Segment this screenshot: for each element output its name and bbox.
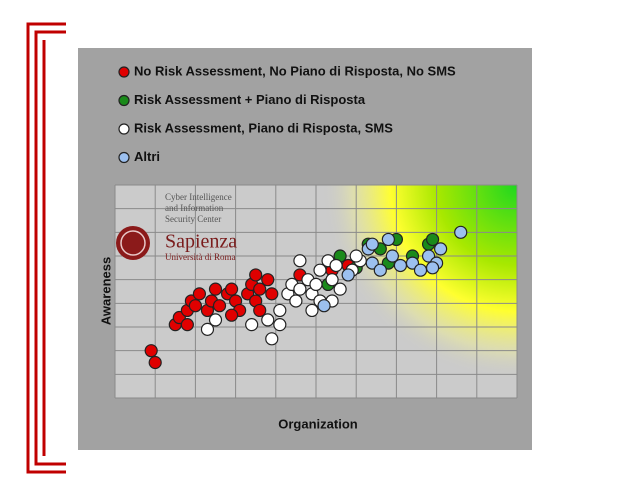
- decoration: [26, 22, 66, 474]
- point: [224, 308, 239, 322]
- point: [341, 268, 355, 282]
- point: [265, 332, 279, 346]
- point: [180, 318, 194, 332]
- point: [349, 249, 363, 263]
- point: [188, 299, 202, 313]
- point: [454, 225, 468, 239]
- legend-label: Risk Assessment + Piano di Risposta: [134, 92, 366, 107]
- logo: Cyber Intelligence and Information Secur…: [116, 192, 237, 262]
- point: [309, 277, 323, 291]
- point: [289, 294, 303, 308]
- point: [425, 261, 440, 275]
- point: [317, 299, 331, 313]
- logo-line: Security Center: [165, 214, 221, 224]
- legend-marker: [118, 123, 130, 135]
- point: [253, 303, 267, 318]
- point: [261, 313, 275, 327]
- point: [208, 313, 223, 327]
- point: [144, 344, 158, 358]
- point: [329, 258, 343, 273]
- point: [253, 282, 267, 296]
- point: [293, 254, 307, 268]
- point: [333, 282, 347, 296]
- logo-seal-ring: [120, 230, 146, 256]
- logo-line: and Information: [165, 203, 224, 213]
- point: [200, 322, 215, 336]
- point: [425, 232, 440, 247]
- point: [148, 355, 162, 370]
- point: [249, 268, 263, 282]
- point: [261, 273, 275, 287]
- point: [208, 282, 223, 296]
- point: [413, 263, 428, 277]
- legend-label: No Risk Assessment, No Piano di Risposta…: [134, 63, 456, 78]
- logo-university: Università di Roma: [165, 252, 236, 262]
- points: [144, 225, 468, 370]
- legend-marker: [118, 66, 130, 78]
- point: [224, 282, 239, 296]
- legend-marker: [118, 151, 130, 164]
- point: [273, 303, 287, 318]
- point: [393, 258, 408, 273]
- point: [385, 249, 399, 263]
- y-axis-label: Awareness: [98, 257, 113, 325]
- point: [293, 282, 307, 296]
- point: [381, 232, 395, 247]
- point: [325, 273, 339, 287]
- point: [273, 318, 287, 332]
- point: [192, 287, 207, 301]
- logo-line: Cyber Intelligence: [165, 192, 232, 202]
- logo-name: Sapienza: [165, 231, 237, 253]
- point: [305, 303, 319, 318]
- point: [245, 318, 259, 332]
- point: [313, 263, 327, 277]
- legend-label: Risk Assessment, Piano di Risposta, SMS: [134, 120, 393, 135]
- legend-label: Altri: [134, 149, 160, 164]
- point: [434, 242, 448, 256]
- point: [212, 299, 227, 313]
- legend: No Risk Assessment, No Piano di Risposta…: [118, 63, 456, 164]
- legend-marker: [118, 94, 130, 107]
- point: [365, 237, 379, 251]
- x-axis-label: Organization: [278, 416, 358, 431]
- point: [373, 263, 387, 277]
- point: [265, 287, 279, 301]
